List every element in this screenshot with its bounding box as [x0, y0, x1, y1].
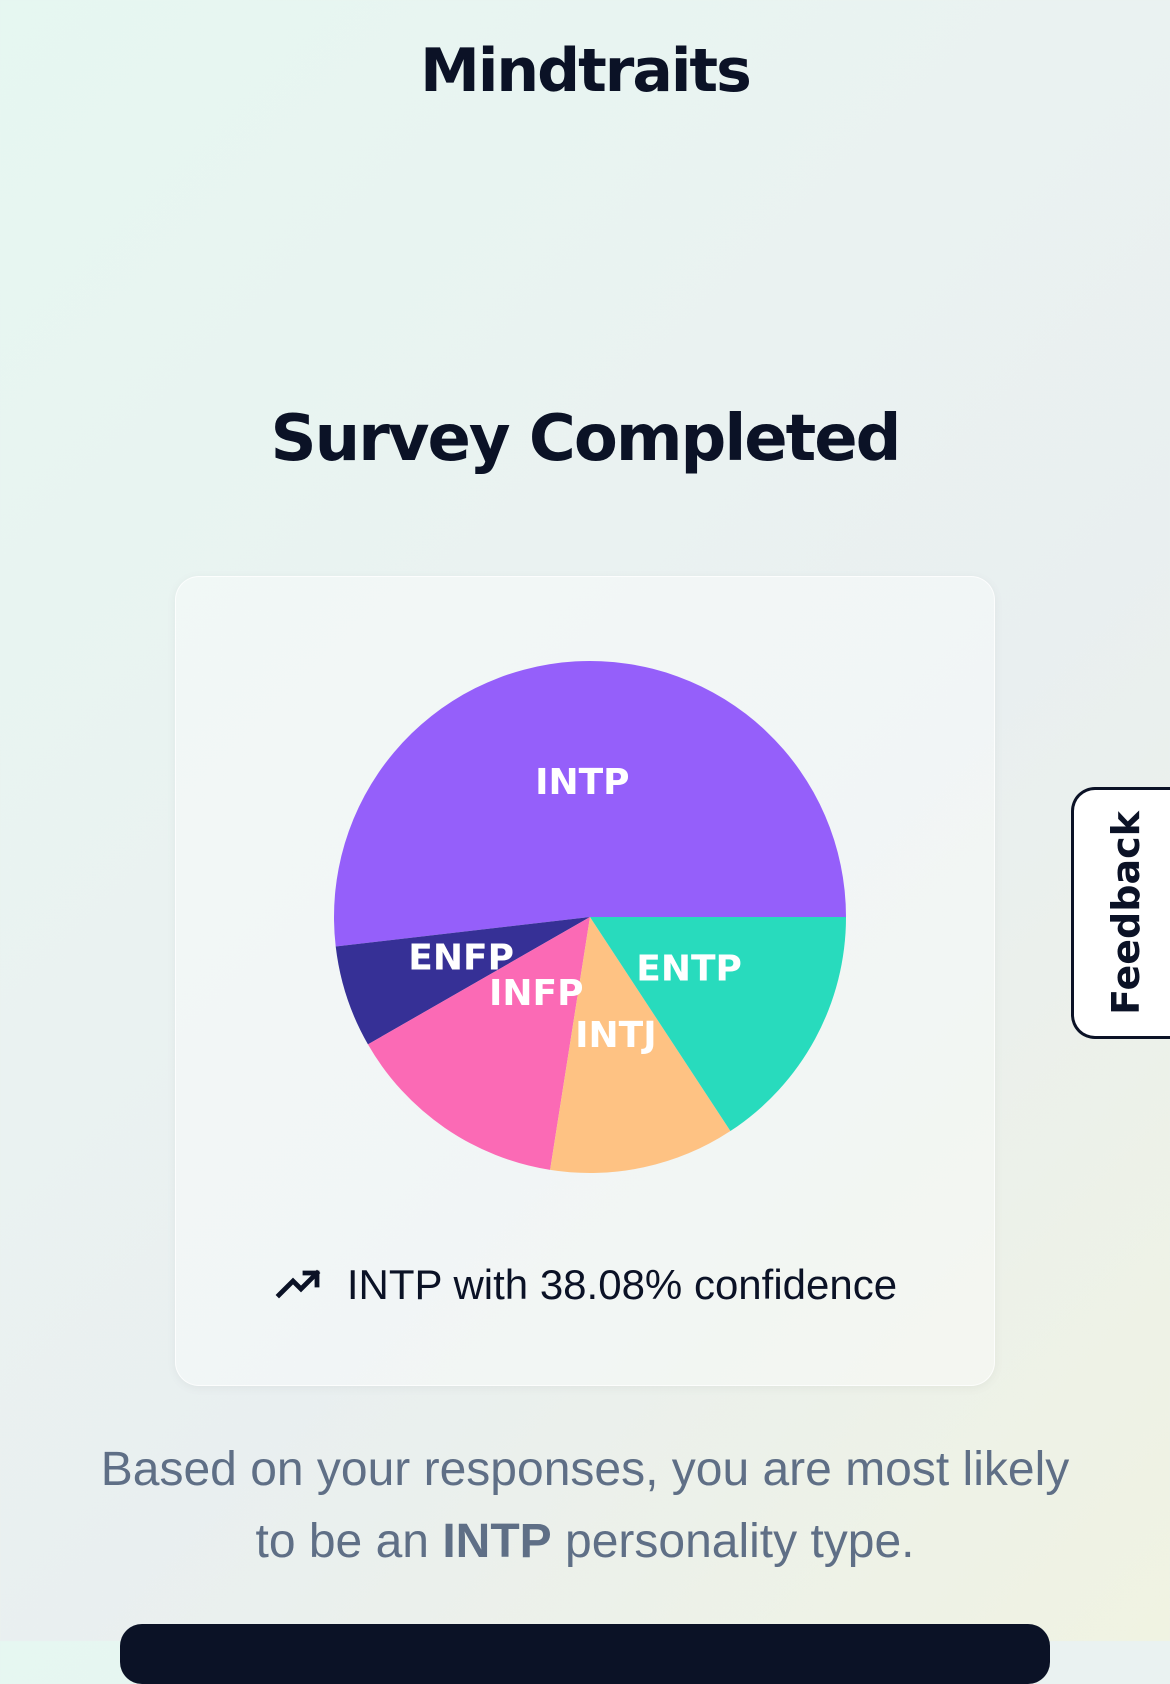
confidence-text: INTP with 38.08% confidence: [346, 1261, 898, 1308]
summary-text-start: Based on your responses, you are most li…: [100, 1443, 1070, 1568]
pie-label-infp: INFP: [489, 973, 584, 1014]
pie-label-enfp: ENFP: [408, 937, 514, 978]
feedback-label: Feedback: [1103, 811, 1148, 1015]
personality-pie-chart: INTP ENFP INFP INTJ ENTP: [330, 657, 850, 1177]
pie-slice-enfp: [335, 917, 590, 1045]
pie-label-intj: INTJ: [575, 1015, 656, 1056]
trending-up-icon: [275, 1269, 321, 1299]
summary-personality-type: INTP: [442, 1515, 552, 1568]
summary-text-end: personality type.: [551, 1515, 915, 1568]
primary-action-button[interactable]: [120, 1624, 1050, 1684]
page-title: Survey Completed: [270, 402, 902, 476]
pie-label-intp: INTP: [535, 762, 629, 803]
pie-slice-entp: [590, 917, 846, 1132]
result-card: INTP ENFP INFP INTJ ENTP INTP with 38.08% co…: [175, 576, 995, 1386]
brand-logo: Mindtraits: [420, 36, 752, 106]
confidence-row: INTP with 38.08% confidence: [246, 1255, 926, 1315]
pie-label-entp: ENTP: [636, 949, 742, 990]
result-summary: Based on your responses, you are most li…: [85, 1434, 1085, 1578]
pie-slice-intj: [550, 917, 731, 1173]
pie-slice-intp: [334, 660, 846, 947]
pie-slice-infp: [367, 917, 590, 1170]
feedback-button[interactable]: Feedback: [1071, 787, 1170, 1039]
